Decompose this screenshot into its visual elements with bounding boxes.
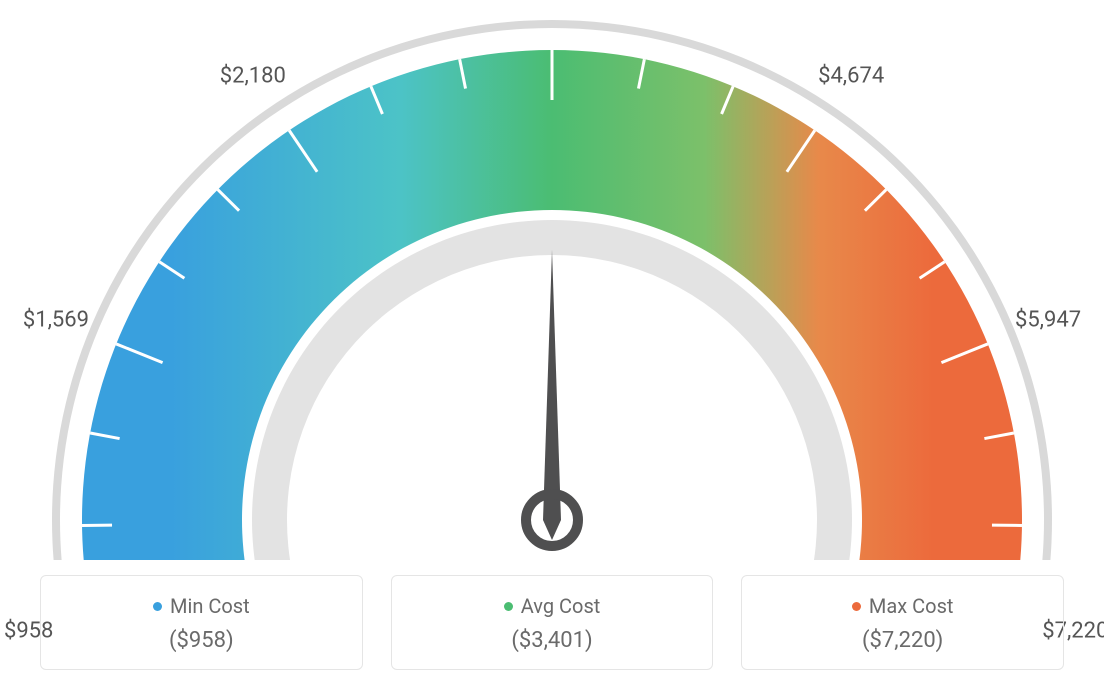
legend-dot-max — [852, 602, 861, 611]
legend-title-avg: Avg Cost — [504, 594, 601, 618]
legend-card-min: Min Cost ($958) — [40, 575, 363, 670]
legend-row: Min Cost ($958) Avg Cost ($3,401) Max Co… — [40, 575, 1064, 670]
legend-title-avg-text: Avg Cost — [521, 594, 601, 618]
gauge-tick-label: $1,569 — [23, 307, 89, 332]
legend-value-min: ($958) — [51, 628, 352, 653]
legend-dot-min — [153, 602, 162, 611]
gauge-tick-label: $5,947 — [1015, 307, 1081, 332]
legend-value-avg: ($3,401) — [402, 628, 703, 653]
gauge-tick-label: $4,674 — [818, 64, 884, 89]
legend-title-max-text: Max Cost — [869, 594, 954, 618]
legend-dot-avg — [504, 602, 513, 611]
legend-card-avg: Avg Cost ($3,401) — [391, 575, 714, 670]
cost-gauge-chart: $958$1,569$2,180$3,401$4,674$5,947$7,220… — [0, 0, 1104, 690]
legend-title-max: Max Cost — [852, 594, 954, 618]
legend-card-max: Max Cost ($7,220) — [741, 575, 1064, 670]
legend-title-min-text: Min Cost — [170, 594, 250, 618]
legend-value-max: ($7,220) — [752, 628, 1053, 653]
gauge-svg — [0, 0, 1104, 560]
gauge-area: $958$1,569$2,180$3,401$4,674$5,947$7,220 — [0, 0, 1104, 560]
legend-title-min: Min Cost — [153, 594, 250, 618]
gauge-tick-label: $2,180 — [220, 64, 286, 89]
